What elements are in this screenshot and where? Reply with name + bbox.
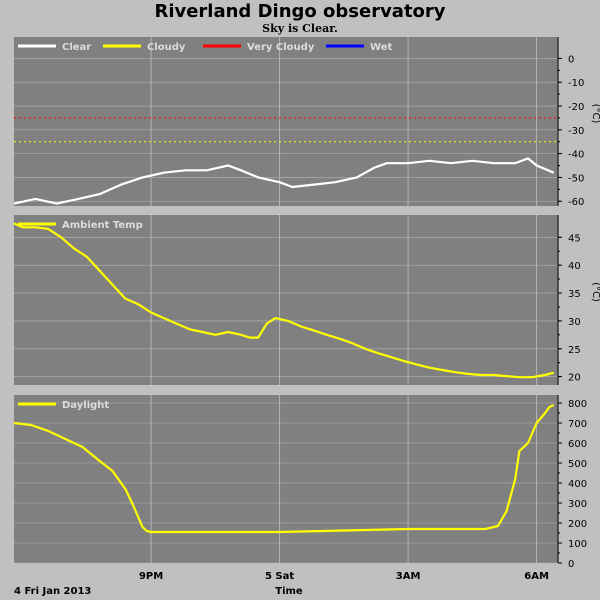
y-tick-label: 40	[568, 261, 581, 272]
y-tick-label: 500	[568, 459, 587, 470]
y-tick-label: 30	[568, 317, 581, 328]
series-line-daylight	[13, 404, 555, 534]
x-tick-label: 9PM	[139, 571, 163, 582]
y-tick-label: 0	[568, 559, 574, 570]
chart-title: Riverland Dingo observatory	[154, 1, 446, 22]
y-tick-label: 700	[568, 419, 587, 430]
y-tick-label: -20	[568, 102, 584, 113]
y-axis-unit: (°C)	[590, 104, 600, 124]
y-axis-unit: (°C)	[590, 282, 600, 302]
y-tick-label: 35	[568, 289, 581, 300]
panel-ambient: 20 25 30 35 40 45 Ambient Temp (°C)	[13, 215, 600, 385]
legend-label: Wet	[370, 42, 392, 53]
y-tick-label: -50	[568, 173, 584, 184]
sky-status-subtitle: Sky is Clear.	[262, 22, 338, 35]
panel-sky: 0 -10 -20 -30 -40 -50 -60 Clear Cloudy Very Cloud…	[13, 37, 600, 208]
y-tick-label: 600	[568, 439, 587, 450]
plot-area	[14, 37, 558, 206]
x-tick-label: 6AM	[524, 571, 549, 582]
x-tick-label: 5 Sat	[265, 571, 294, 582]
y-tick-label: 300	[568, 499, 587, 510]
y-tick-label: -40	[568, 150, 584, 161]
y-tick-label: 200	[568, 519, 587, 530]
y-tick-label: 45	[568, 233, 581, 244]
series-line-clear	[13, 157, 555, 205]
y-tick-label: 20	[568, 373, 581, 384]
plot-area	[14, 215, 558, 385]
legend-label: Very Cloudy	[247, 42, 315, 53]
legend-label: Clear	[62, 42, 91, 53]
y-tick-label: 25	[568, 345, 581, 356]
panel-daylight: 0 100 200 300 400 500 600 700 800 Daylight 9PM 5 Sa…	[13, 395, 587, 582]
x-tick-label: 3AM	[396, 571, 421, 582]
x-axis-label: Time	[275, 586, 303, 597]
plot-area	[14, 395, 558, 563]
y-tick-label: -30	[568, 126, 584, 137]
y-tick-label: 400	[568, 479, 587, 490]
y-tick-label: 0	[568, 54, 574, 65]
y-tick-label: -10	[568, 78, 584, 89]
y-tick-label: -60	[568, 197, 584, 208]
y-tick-label: 800	[568, 399, 587, 410]
start-date-label: 4 Fri Jan 2013	[14, 586, 91, 597]
legend-label: Daylight	[62, 400, 109, 411]
series-line-ambient-temp	[13, 222, 554, 379]
y-tick-label: 100	[568, 539, 587, 550]
legend-label: Ambient Temp	[62, 220, 143, 231]
legend-label: Cloudy	[147, 42, 186, 53]
